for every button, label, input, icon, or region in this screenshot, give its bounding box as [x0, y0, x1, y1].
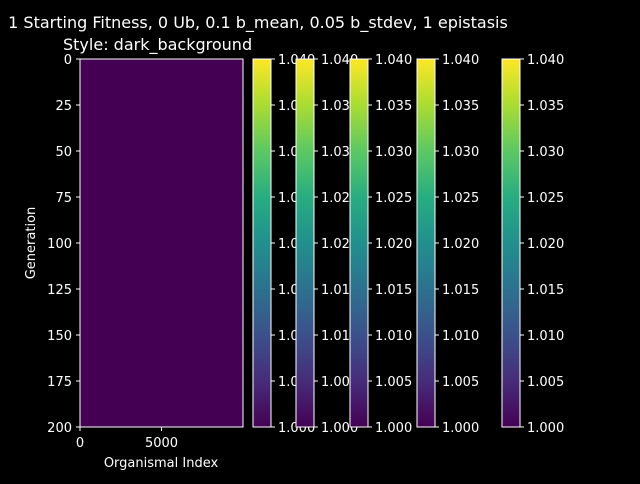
colorbar-tick-label-7: 1.035 — [321, 99, 358, 114]
colorbar-tick-label-2: 1.010 — [527, 329, 564, 344]
y-tick-label-1: 25 — [55, 99, 72, 114]
colorbar-group: 1.000 1.005 1.010 1.015 1.020 1.025 1.030 1.035… — [252, 53, 564, 436]
colorbar-tick-label-3: 1.015 — [527, 283, 564, 298]
x-axis-label: Organismal Index — [104, 456, 219, 471]
x-tick-label-0: 0 — [76, 436, 84, 451]
colorbar-tick-label-1: 1.005 — [527, 375, 564, 390]
colorbar-2: 1.000 1.005 1.010 1.015 1.020 1.025 1.030 1.035… — [349, 53, 412, 436]
colorbar-tick-label-5: 1.025 — [375, 191, 412, 206]
colorbar-tick-label-8: 1.040 — [442, 53, 479, 68]
colorbar-tick-label-7: 1.035 — [375, 99, 412, 114]
colorbar-gradient — [501, 58, 521, 428]
colorbar-gradient — [349, 58, 369, 428]
colorbar-gradient — [416, 58, 436, 428]
colorbar-tick-label-6: 1.030 — [321, 145, 358, 160]
colorbar-tick-label-1: 1.005 — [375, 375, 412, 390]
colorbar-tick-label-7: 1.035 — [527, 99, 564, 114]
colorbar-tick-label-4: 1.020 — [442, 237, 479, 252]
colorbar-tick-label-6: 1.030 — [442, 145, 479, 160]
colorbar-gradient — [252, 58, 272, 428]
y-tick-label-5: 125 — [47, 283, 72, 298]
colorbar-tick-label-3: 1.015 — [321, 283, 358, 298]
chart-title: 1 Starting Fitness, 0 Ub, 0.1 b_mean, 0.… — [8, 13, 508, 33]
colorbar-tick-label-1: 1.005 — [321, 375, 358, 390]
colorbar-tick-label-0: 1.000 — [442, 421, 479, 436]
x-tick-label-1: 5000 — [145, 436, 178, 451]
colorbar-tick-label-5: 1.025 — [321, 191, 358, 206]
colorbar-tick-label-8: 1.040 — [527, 53, 564, 68]
colorbar-3: 1.000 1.005 1.010 1.015 1.020 1.025 1.030 1.035… — [416, 53, 479, 436]
colorbar-tick-label-1: 1.005 — [442, 375, 479, 390]
colorbar-tick-label-4: 1.020 — [527, 237, 564, 252]
colorbar-tick-label-0: 1.000 — [375, 421, 412, 436]
colorbar-tick-label-0: 1.000 — [527, 421, 564, 436]
colorbar-tick-label-5: 1.025 — [442, 191, 479, 206]
colorbar-tick-label-6: 1.030 — [527, 145, 564, 160]
colorbar-tick-label-4: 1.020 — [321, 237, 358, 252]
y-tick-label-4: 100 — [47, 237, 72, 252]
colorbar-tick-label-3: 1.015 — [442, 283, 479, 298]
colorbar-4: 1.000 1.005 1.010 1.015 1.020 1.025 1.030 1.035… — [501, 53, 564, 436]
colorbar-tick-label-8: 1.040 — [375, 53, 412, 68]
colorbar-tick-label-8: 1.040 — [321, 53, 358, 68]
y-tick-label-7: 175 — [47, 375, 72, 390]
y-tick-label-6: 150 — [47, 329, 72, 344]
colorbar-tick-label-7: 1.035 — [442, 99, 479, 114]
colorbar-tick-label-3: 1.015 — [375, 283, 412, 298]
y-tick-label-8: 200 — [47, 421, 72, 436]
colorbar-gradient — [295, 58, 315, 428]
colorbar-tick-label-2: 1.010 — [442, 329, 479, 344]
colorbar-tick-label-0: 1.000 — [321, 421, 358, 436]
colorbar-tick-label-2: 1.010 — [375, 329, 412, 344]
chart-subtitle: Style: dark_background — [63, 35, 252, 55]
y-axis-label: Generation — [24, 207, 39, 280]
colorbar-1: 1.000 1.005 1.010 1.015 1.020 1.025 1.030 1.035… — [295, 53, 358, 436]
heatmap-axes: 0 25 50 75 100 125 150 175 200 0 5000 — [47, 53, 244, 451]
colorbar-tick-label-2: 1.010 — [321, 329, 358, 344]
colorbar-tick-label-4: 1.020 — [375, 237, 412, 252]
colorbar-tick-label-5: 1.025 — [527, 191, 564, 206]
y-tick-label-2: 50 — [55, 145, 72, 160]
colorbar-tick-label-6: 1.030 — [375, 145, 412, 160]
y-tick-label-3: 75 — [55, 191, 72, 206]
heatmap-cells — [79, 58, 244, 428]
y-tick-label-0: 0 — [64, 53, 72, 68]
